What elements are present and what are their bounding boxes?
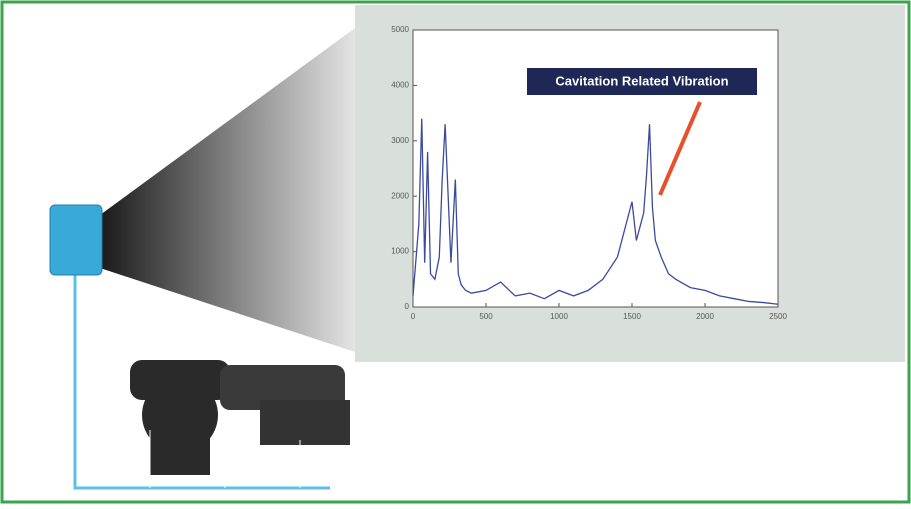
y-tick-label: 4000 (391, 81, 409, 90)
y-tick-label: 1000 (391, 247, 409, 256)
x-tick-label: 1500 (623, 312, 641, 321)
y-tick-label: 5000 (391, 25, 409, 34)
x-tick-label: 0 (411, 312, 416, 321)
x-tick-label: 2000 (696, 312, 714, 321)
figure: 0 500 1000 1500 2000 2500 0 1000 2000 3000 4000 500… (0, 0, 911, 504)
annotation: Cavitation Related Vibration (555, 73, 728, 88)
y-tick-label: 3000 (391, 136, 409, 145)
x-tick-label: 500 (479, 312, 493, 321)
y-tick-label: 0 (405, 302, 410, 311)
x-tick-label: 1000 (550, 312, 568, 321)
x-tick-label: 2500 (769, 312, 787, 321)
sensor (50, 205, 102, 275)
y-tick-label: 2000 (391, 191, 409, 200)
